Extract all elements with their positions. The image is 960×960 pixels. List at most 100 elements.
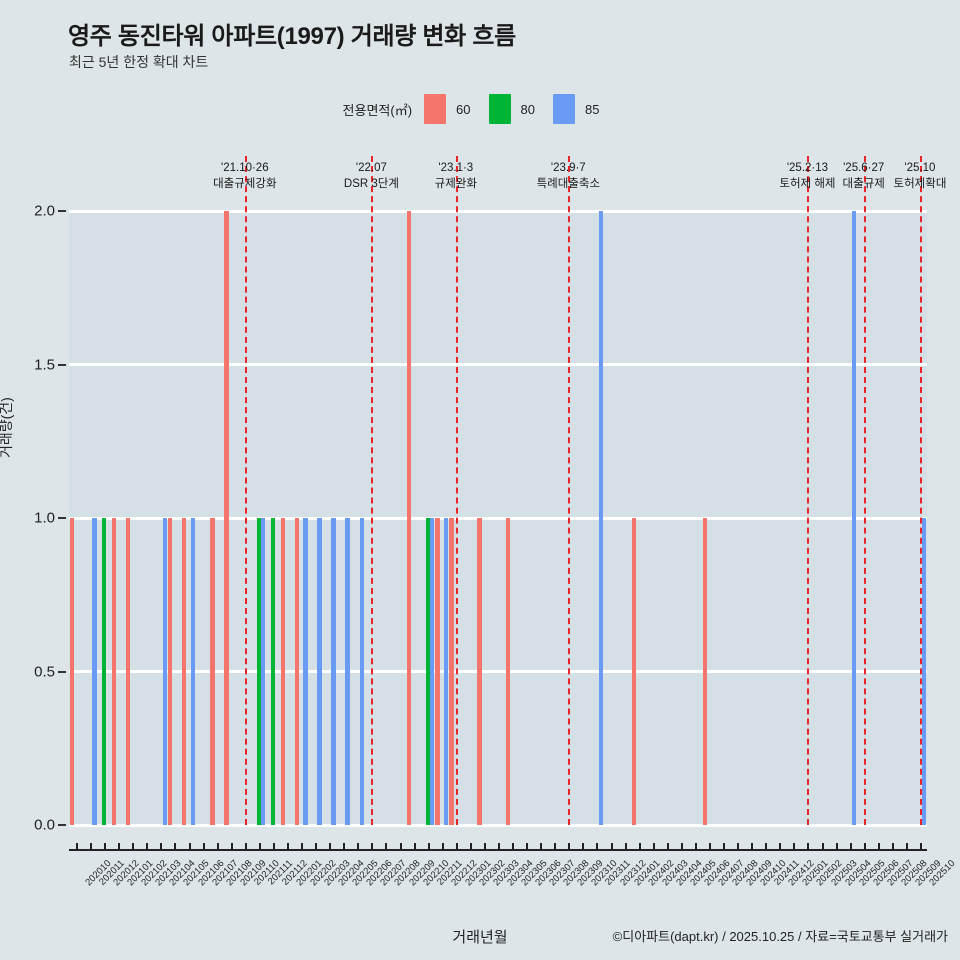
x-tick-mark: [455, 843, 458, 850]
annotation-label-202502: '25.2·13 토허제 해제: [779, 160, 835, 192]
x-tick-mark: [216, 843, 219, 850]
x-tick-mark: [765, 843, 768, 850]
x-tick-mark: [807, 843, 810, 850]
x-tick-mark: [582, 843, 585, 850]
bar-85-202206[interactable]: [359, 518, 364, 825]
gridline: [69, 823, 927, 827]
annotation-text: 토허제 해제: [779, 178, 836, 190]
x-tick-mark: [160, 843, 163, 850]
bar-60-202210[interactable]: [407, 211, 412, 825]
gridline: [69, 670, 927, 673]
x-tick-mark: [104, 843, 107, 850]
x-tick-mark: [441, 843, 444, 850]
x-tick-mark: [793, 843, 796, 850]
gridline: [69, 363, 927, 366]
x-tick-mark: [779, 843, 782, 850]
bar-80-202012[interactable]: [102, 518, 107, 825]
legend-item-60[interactable]: 60: [424, 94, 471, 124]
y-tick-mark: [58, 210, 66, 212]
bar-60-202212[interactable]: [435, 518, 440, 825]
annotation-label-202110: '21.10·26 대출규제강화: [213, 160, 276, 192]
x-tick-mark: [118, 843, 121, 850]
bar-60-202010[interactable]: [69, 518, 74, 825]
annotation-line-202506: [863, 156, 866, 825]
bar-60-202402[interactable]: [632, 518, 637, 825]
bar-60-202301[interactable]: [449, 518, 454, 825]
annotation-date: '23.1·3: [438, 162, 474, 174]
bar-60-202305[interactable]: [505, 518, 510, 825]
bar-60-202109[interactable]: [224, 211, 229, 825]
y-tick-label: 0.0: [34, 816, 55, 834]
annotation-date: '21.10·26: [221, 162, 269, 174]
x-tick-mark: [385, 843, 388, 850]
x-tick-mark: [694, 843, 697, 850]
x-tick-mark: [498, 843, 500, 850]
x-tick-mark: [230, 843, 233, 850]
y-axis: 0.0 0.5 1.0 1.5 2.0: [0, 203, 69, 834]
x-tick-mark: [146, 843, 149, 850]
annotation-text: DSR 3단계: [343, 178, 399, 190]
bar-60-202303[interactable]: [477, 518, 482, 825]
x-tick-mark: [315, 843, 318, 850]
legend-item-80[interactable]: 80: [488, 94, 535, 124]
legend-title: 전용면적(㎡): [342, 102, 413, 118]
x-tick-mark: [666, 843, 669, 850]
plot-area: [69, 156, 927, 827]
x-tick-mark: [512, 843, 515, 850]
x-tick-mark: [483, 843, 486, 850]
x-tick-mark: [272, 843, 275, 850]
bar-60-202102[interactable]: [125, 518, 131, 825]
bar-85-202212[interactable]: [443, 518, 449, 825]
x-tick-mark: [301, 843, 304, 850]
legend-item-85[interactable]: 85: [552, 94, 600, 124]
x-axis-label: 거래년월: [452, 929, 508, 946]
x-tick-mark: [202, 843, 205, 850]
annotation-date: '22.07: [355, 162, 387, 174]
x-tick-mark: [427, 843, 430, 850]
bar-85-202211[interactable]: [429, 518, 435, 825]
bar-85-202202[interactable]: [303, 518, 308, 825]
bar-85-202104[interactable]: [162, 518, 167, 825]
annotation-line-202110: [244, 156, 247, 825]
bar-85-202203[interactable]: [317, 518, 322, 825]
bar-60-202202[interactable]: [294, 518, 299, 825]
bar-60-202407[interactable]: [702, 518, 707, 825]
bar-80-202112[interactable]: [270, 518, 276, 825]
x-tick-mark: [905, 843, 908, 850]
bar-80-202211[interactable]: [425, 518, 430, 825]
annotation-date: '25.2·13: [786, 162, 829, 174]
bar-60-202105[interactable]: [168, 518, 173, 825]
bar-85-202510[interactable]: [922, 518, 927, 825]
x-tick-mark: [751, 843, 754, 850]
bar-80-202111[interactable]: [256, 518, 262, 825]
bar-85-202106[interactable]: [190, 518, 195, 825]
x-tick-mark: [76, 843, 79, 850]
bar-60-202101[interactable]: [111, 518, 117, 825]
bar-85-202205[interactable]: [345, 518, 350, 825]
bar-60-202201[interactable]: [280, 518, 285, 825]
x-tick-mark: [891, 843, 894, 850]
legend-label-85: 85: [584, 101, 600, 117]
annotation-line-202309: [568, 156, 571, 825]
annotation-text: 대출규제강화: [213, 178, 277, 190]
bar-85-202311[interactable]: [598, 211, 603, 825]
y-tick-mark: [58, 670, 66, 673]
bar-60-202108[interactable]: [210, 518, 215, 825]
annotation-text: 토허제확대: [893, 178, 947, 190]
bar-85-202505[interactable]: [851, 211, 857, 825]
x-tick-mark: [540, 843, 543, 850]
annotation-line-202301: [455, 156, 458, 825]
bar-85-202204[interactable]: [331, 518, 336, 825]
x-tick-mark: [554, 843, 557, 850]
bar-85-202111[interactable]: [261, 518, 266, 825]
x-tick-mark: [723, 843, 726, 850]
bar-85-202011[interactable]: [92, 518, 97, 825]
page-title: 영주 동진타워 아파트(1997) 거래량 변화 흐름: [68, 23, 516, 50]
annotation-text: 특례대출축소: [536, 178, 601, 190]
y-axis-label: 거래량(건): [0, 397, 14, 458]
chart-legend: 전용면적(㎡) 60 80 85: [0, 94, 960, 124]
x-tick-mark: [638, 843, 641, 850]
bar-60-202106[interactable]: [182, 518, 187, 825]
page-subtitle: 최근 5년 한정 확대 차트: [69, 54, 209, 70]
annotation-text: 규제완화: [434, 178, 477, 190]
